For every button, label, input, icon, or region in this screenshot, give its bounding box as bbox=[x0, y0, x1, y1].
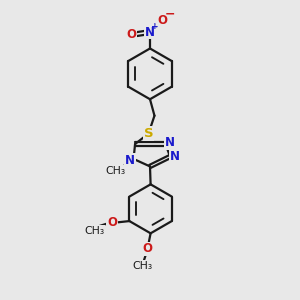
Text: O: O bbox=[126, 28, 136, 41]
Text: N: N bbox=[125, 154, 135, 167]
Text: N: N bbox=[169, 150, 179, 163]
Text: CH₃: CH₃ bbox=[105, 166, 125, 176]
Text: O: O bbox=[107, 216, 117, 229]
Text: O: O bbox=[157, 14, 167, 27]
Text: CH₃: CH₃ bbox=[133, 261, 153, 271]
Text: +: + bbox=[151, 22, 159, 31]
Text: S: S bbox=[144, 127, 153, 140]
Text: N: N bbox=[145, 26, 155, 38]
Text: −: − bbox=[165, 8, 175, 21]
Text: CH₃: CH₃ bbox=[84, 226, 104, 236]
Text: N: N bbox=[164, 136, 174, 149]
Text: O: O bbox=[142, 242, 152, 255]
